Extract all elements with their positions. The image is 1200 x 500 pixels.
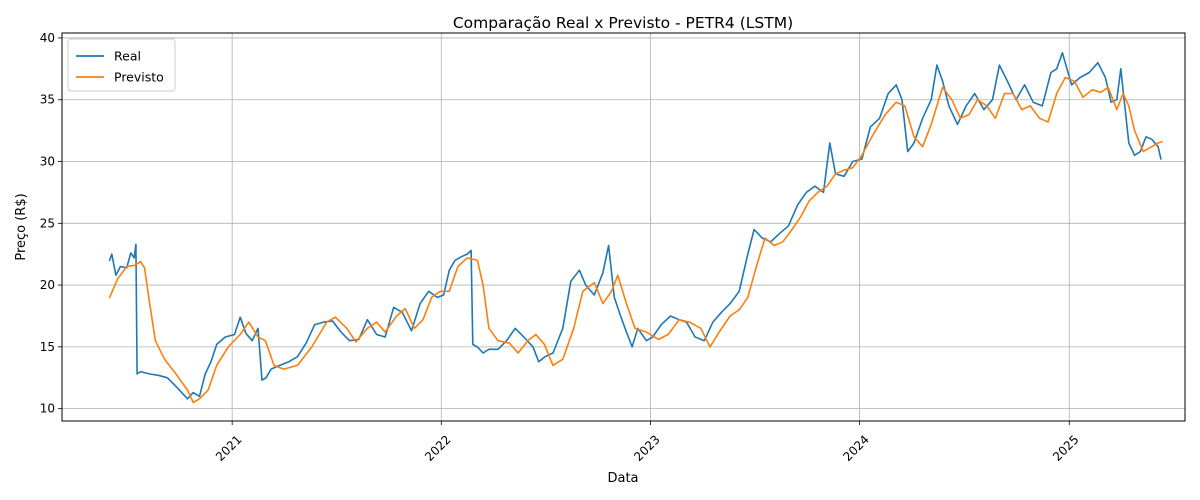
y-tick-label: 30 <box>40 155 55 169</box>
y-tick-label: 25 <box>40 216 55 230</box>
legend-label-real: Real <box>114 49 141 64</box>
plot-series <box>108 52 1163 404</box>
y-axis-title: Preço (R$) <box>14 193 29 260</box>
legend-box <box>67 38 176 92</box>
legend-label-previsto: Previsto <box>114 70 164 85</box>
grid <box>62 33 1185 421</box>
y-tick-label: 15 <box>40 340 55 354</box>
y-tick-label: 20 <box>40 278 55 292</box>
y-tick-label: 10 <box>40 402 55 416</box>
legend: Real Previsto <box>67 38 176 92</box>
y-tick-label: 35 <box>40 93 55 107</box>
plot-area-frame <box>61 32 1186 422</box>
x-axis-title: Data <box>607 471 638 486</box>
series-line-real <box>108 52 1162 400</box>
y-tick-label: 40 <box>40 31 55 45</box>
series-line-previsto <box>108 76 1163 404</box>
chart-title: Comparação Real x Previsto - PETR4 (LSTM… <box>453 14 793 32</box>
